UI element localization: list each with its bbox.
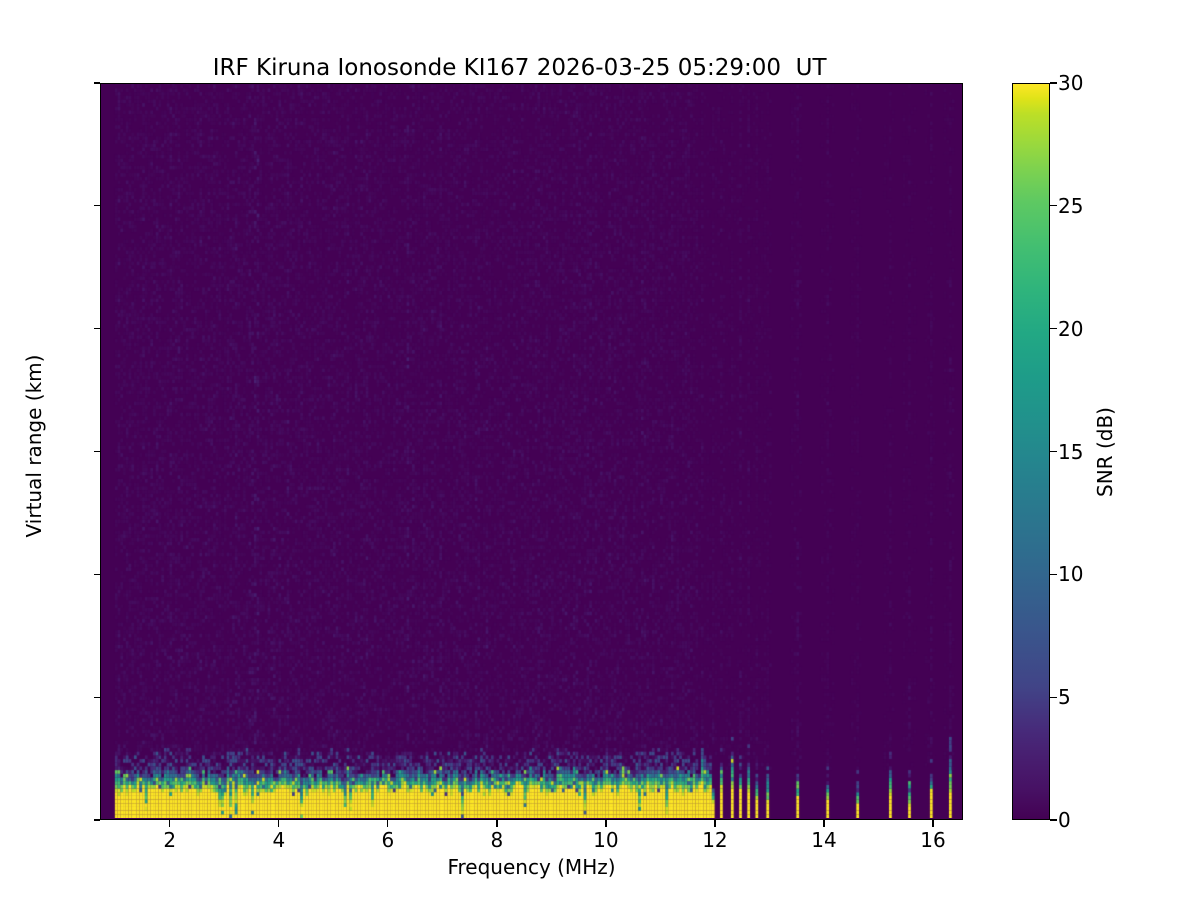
colorbar-label-text: SNR (dB) [1093,407,1117,497]
x-axis-tick-label: 10 [593,828,619,852]
x-axis-tick-mark [496,820,498,827]
x-axis-tick-label: 12 [702,828,728,852]
ionogram-plot-area[interactable] [100,83,963,820]
x-axis-tick-label: 6 [381,828,395,852]
colorbar-label: SNR (dB) [1090,0,1120,900]
colorbar-tick-mark [1050,573,1057,575]
y-axis-tick-mark [93,82,100,84]
x-axis-label: Frequency (MHz) [447,855,616,879]
colorbar-tick-label: 5 [1058,685,1071,710]
x-axis-tick-mark [387,820,389,827]
colorbar-tick-mark [1050,819,1057,821]
x-axis-tick-mark [932,820,934,827]
y-axis-tick-mark [93,573,100,575]
y-axis-label-text: Virtual range (km) [22,354,46,538]
colorbar-tick-label: 20 [1058,316,1084,341]
y-axis-tick-mark [93,205,100,207]
colorbar-tick-label: 15 [1058,439,1084,464]
y-axis-label: Virtual range (km) [0,0,46,900]
colorbar-tick-mark [1050,696,1057,698]
x-axis-tick-mark [605,820,607,827]
figure-title-line-1: IRF Kiruna Ionosonde KI167 2026-03-25 05… [212,55,827,81]
colorbar-tick-label: 30 [1058,71,1084,95]
colorbar-tick-label: 0 [1058,808,1071,832]
x-axis-tick-label: 2 [163,828,177,852]
colorbar-tick-label: 10 [1058,562,1084,587]
x-axis-tick-mark [169,820,171,827]
x-axis-tick-mark [823,820,825,827]
y-axis-tick-mark [93,696,100,698]
x-axis-tick-label: 8 [490,828,504,852]
x-axis-tick-label: 14 [811,828,837,852]
colorbar-tick-mark [1050,205,1057,207]
x-axis-tick-label: 4 [272,828,286,852]
x-axis-tick-mark [278,820,280,827]
x-axis-tick-label: 16 [920,828,946,852]
colorbar-tick-mark [1050,82,1057,84]
y-axis-tick-mark [93,450,100,453]
colorbar-tick-mark [1050,328,1057,330]
y-axis-tick-mark [93,328,100,330]
colorbar [1012,83,1050,820]
x-axis-tick-mark [714,820,716,827]
y-axis-tick-mark [93,819,100,821]
colorbar-tick-mark [1050,450,1057,453]
ionogram-heatmap-canvas [101,84,961,818]
colorbar-tick-label: 25 [1058,193,1084,218]
